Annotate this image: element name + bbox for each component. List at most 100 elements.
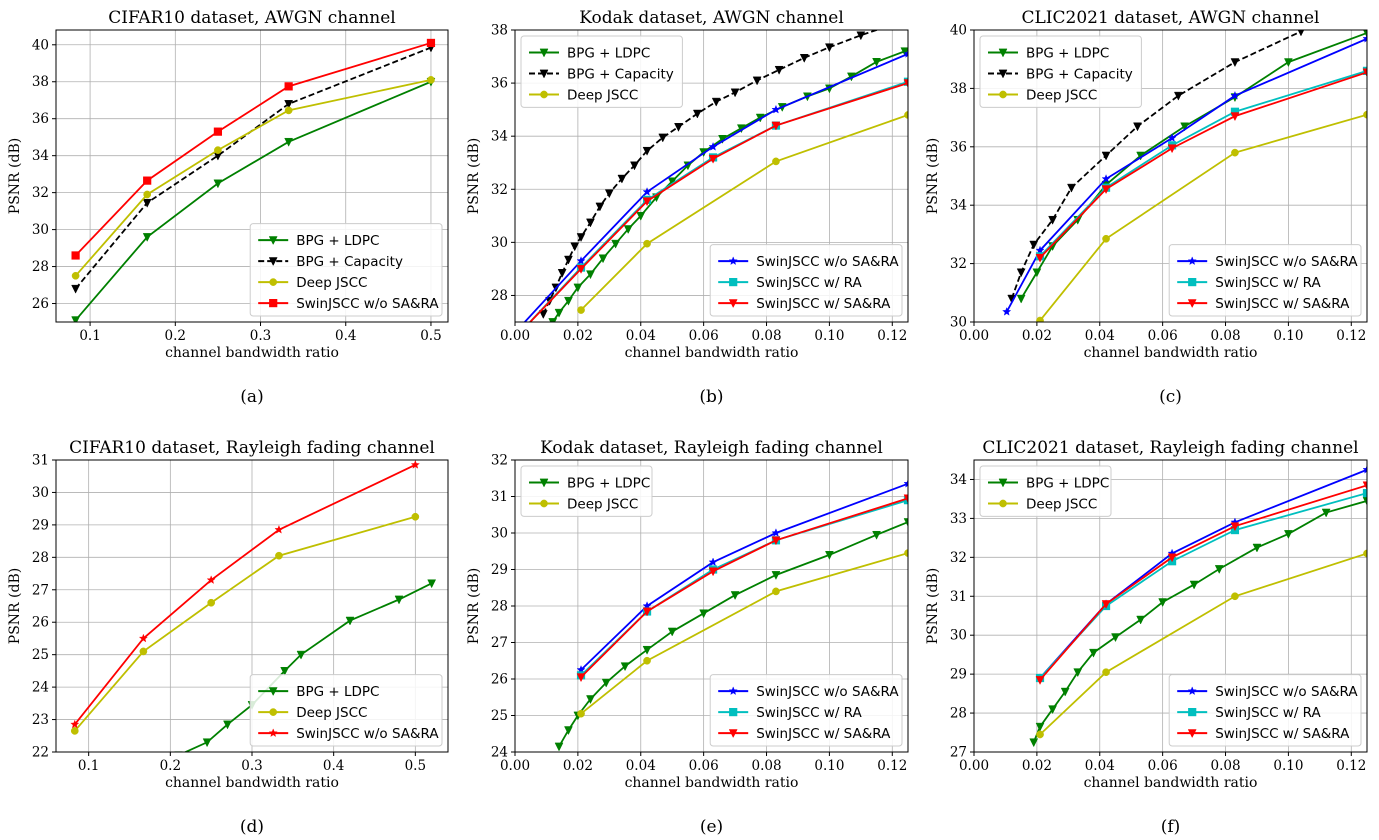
series-bpg-ldpc: [1029, 497, 1367, 748]
legend-marker: [728, 686, 738, 695]
data-point: [774, 65, 784, 75]
data-point: [903, 494, 908, 504]
data-point: [642, 187, 652, 196]
x-tick-label: 0.08: [751, 758, 781, 774]
data-point: [570, 242, 580, 252]
plot-frame: [973, 29, 1368, 323]
data-point: [856, 31, 866, 41]
series-deep-jscc: [577, 111, 908, 314]
y-tick-label: 27: [491, 635, 508, 651]
data-point: [206, 575, 216, 584]
legend-label: BPG + LDPC: [296, 684, 379, 700]
x-tick-label: 0.10: [1273, 328, 1303, 344]
legend-item: BPG + LDPC: [258, 684, 379, 700]
data-point: [557, 269, 567, 278]
data-point: [1136, 615, 1146, 625]
data-point: [143, 176, 152, 185]
data-point: [1048, 215, 1058, 225]
data-point: [1101, 600, 1111, 610]
data-point: [903, 518, 908, 528]
data-point: [284, 106, 293, 115]
legend-label: BPG + LDPC: [567, 46, 650, 62]
x-tick-label: 0.1: [79, 328, 100, 344]
data-point: [1214, 565, 1224, 574]
data-point: [1133, 122, 1142, 132]
x-tick-label: 0.08: [1210, 328, 1240, 344]
series-swinjscc-w-sa-ra: [1035, 481, 1367, 685]
legend-label: BPG + LDPC: [296, 233, 379, 249]
x-tick-label: 0.4: [323, 758, 344, 774]
y-tick-label: 22: [32, 745, 49, 761]
plot-frame: [514, 29, 909, 323]
legend-label: Deep JSCC: [567, 497, 638, 513]
data-point: [586, 218, 595, 228]
x-tick-label: 0.12: [877, 758, 907, 774]
plot-frame: [55, 459, 449, 753]
legend-label: BPG + LDPC: [567, 476, 650, 492]
data-point: [904, 111, 908, 119]
data-point: [1101, 151, 1111, 161]
data-point: [1362, 488, 1367, 498]
data-point: [586, 695, 595, 705]
x-tick-label: 0.5: [405, 758, 426, 774]
data-point: [1283, 530, 1293, 539]
data-point: [223, 720, 232, 730]
data-point: [730, 88, 740, 98]
data-point: [611, 239, 621, 249]
data-point: [900, 47, 908, 57]
x-tick-label: 0.04: [626, 328, 656, 344]
data-point: [642, 645, 652, 655]
y-tick-label: 36: [32, 111, 49, 127]
y-tick-label: 30: [32, 222, 49, 238]
legend: BPG + LDPC BPG + Capacity Deep JSCC SwinJSC…: [249, 223, 443, 317]
legend-label: SwinJSCC w/ RA: [756, 705, 862, 721]
legend-label: SwinJSCC w/ RA: [756, 275, 862, 291]
data-point: [284, 100, 294, 109]
data-point: [71, 251, 80, 260]
series-swinjscc-w-o-sa-ra: [71, 38, 436, 260]
data-point: [554, 308, 564, 318]
data-point: [1036, 730, 1044, 739]
data-point: [711, 97, 721, 107]
data-point: [872, 530, 881, 540]
x-tick-label: 0.10: [814, 758, 844, 774]
legend-marker: [728, 729, 738, 739]
legend-label: Deep JSCC: [567, 88, 638, 104]
legend: SwinJSCC w/o SA&RA SwinJSCC w/ RA SwinJSCC…: [1168, 674, 1362, 747]
data-point: [1036, 316, 1044, 322]
series-group: [70, 460, 437, 752]
y-tick-label: 31: [491, 489, 508, 505]
series-line: [580, 114, 908, 311]
data-point: [1189, 580, 1199, 590]
legend-label: SwinJSCC w/o SA&RA: [296, 296, 439, 312]
data-point: [620, 662, 630, 672]
legend-marker: [998, 478, 1008, 488]
y-axis-label: PSNR (dB): [925, 138, 941, 214]
data-point: [752, 76, 762, 86]
legend-item: BPG + Capacity: [258, 254, 403, 270]
data-point: [730, 591, 740, 601]
chart-title: CLIC2021 dataset, AWGN channel: [1021, 8, 1319, 28]
legend-marker: [269, 299, 278, 308]
data-point: [70, 727, 79, 735]
data-point: [1230, 90, 1240, 100]
legend: SwinJSCC w/o SA&RA SwinJSCC w/ RA SwinJSCC…: [709, 244, 903, 317]
data-point: [598, 254, 608, 264]
data-point: [771, 536, 781, 546]
series-line: [74, 46, 432, 290]
x-axis-label: channel bandwidth ratio: [625, 775, 799, 791]
legend-label: Deep JSCC: [1026, 88, 1097, 104]
data-point: [636, 211, 646, 221]
data-point: [1363, 549, 1367, 558]
x-tick-label: 0.08: [751, 328, 781, 344]
series-line: [523, 53, 908, 322]
panel-caption: (e): [700, 817, 723, 836]
legend-label: SwinJSCC w/ RA: [1215, 705, 1321, 721]
legend-marker: [998, 69, 1008, 79]
chart-title: CIFAR10 dataset, Rayleigh fading channel: [69, 438, 435, 458]
data-point: [1101, 185, 1111, 195]
data-point: [903, 79, 908, 89]
data-point: [1230, 112, 1240, 122]
x-tick-label: 0.02: [563, 758, 593, 774]
data-point: [888, 21, 896, 29]
